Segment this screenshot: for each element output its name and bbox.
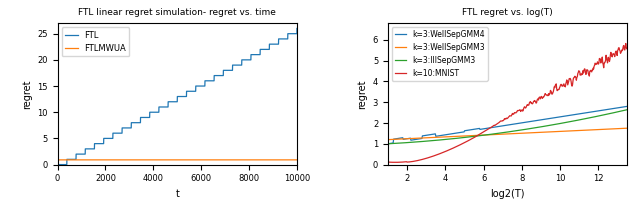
Line: k=3:WellSepGMM4: k=3:WellSepGMM4 xyxy=(388,106,627,144)
k=3:WellSepGMM4 xyxy=(623,105,631,108)
Line: k=3:IllSepGMM3: k=3:IllSepGMM3 xyxy=(388,110,627,144)
k=3:WellSepGMM3 xyxy=(499,133,507,135)
Y-axis label: regret: regret xyxy=(22,79,32,109)
FTLMWUA xyxy=(54,159,61,161)
k=10:MNIST xyxy=(618,49,626,51)
FTLMWUA xyxy=(193,159,201,161)
k=3:IllSepGMM3 xyxy=(499,131,507,134)
Title: FTL linear regret simulation- regret vs. time: FTL linear regret simulation- regret vs.… xyxy=(78,8,276,17)
k=10:MNIST xyxy=(580,68,588,70)
FTL xyxy=(216,74,223,77)
k=3:WellSepGMM3 xyxy=(384,138,392,141)
k=10:MNIST xyxy=(391,161,399,164)
k=3:IllSepGMM3 xyxy=(618,110,625,112)
FTLMWUA xyxy=(293,159,301,161)
Line: FTL: FTL xyxy=(58,28,297,165)
k=3:WellSepGMM3 xyxy=(623,127,631,130)
k=3:WellSepGMM4 xyxy=(513,122,521,125)
k=3:IllSepGMM3 xyxy=(498,132,506,134)
k=3:IllSepGMM3 xyxy=(513,129,521,132)
k=10:MNIST xyxy=(498,120,506,122)
Legend: k=3:WellSepGMM4, k=3:WellSepGMM3, k=3:IllSepGMM3, k=10:MNIST: k=3:WellSepGMM4, k=3:WellSepGMM3, k=3:Il… xyxy=(392,27,488,81)
FTLMWUA xyxy=(54,160,61,162)
k=3:WellSepGMM4 xyxy=(499,124,507,127)
k=10:MNIST xyxy=(384,161,392,163)
k=3:IllSepGMM3 xyxy=(580,118,588,120)
k=3:WellSepGMM3 xyxy=(527,132,534,134)
k=10:MNIST xyxy=(623,46,631,49)
k=3:IllSepGMM3 xyxy=(384,142,392,145)
k=10:MNIST xyxy=(527,102,534,104)
Line: k=3:WellSepGMM3: k=3:WellSepGMM3 xyxy=(388,128,627,140)
k=3:WellSepGMM4 xyxy=(527,120,534,123)
FTL xyxy=(282,38,289,40)
k=3:WellSepGMM4 xyxy=(498,125,506,127)
FTLMWUA xyxy=(219,159,227,161)
k=3:WellSepGMM3 xyxy=(513,132,521,135)
k=3:WellSepGMM4 xyxy=(384,142,392,145)
Y-axis label: regret: regret xyxy=(357,79,367,109)
k=3:WellSepGMM3 xyxy=(618,127,625,130)
FTLMWUA xyxy=(216,159,223,161)
FTLMWUA xyxy=(282,159,289,161)
k=3:WellSepGMM3 xyxy=(498,133,506,135)
Title: FTL regret vs. log(T): FTL regret vs. log(T) xyxy=(462,8,553,17)
FTL xyxy=(100,137,108,140)
X-axis label: t: t xyxy=(175,189,179,199)
k=10:MNIST xyxy=(500,119,508,122)
Line: FTLMWUA: FTLMWUA xyxy=(58,160,297,161)
X-axis label: log2(T): log2(T) xyxy=(490,189,525,199)
FTL xyxy=(78,153,86,155)
FTLMWUA xyxy=(100,159,108,161)
Legend: FTL, FTLMWUA: FTL, FTLMWUA xyxy=(62,27,129,56)
k=10:MNIST xyxy=(622,42,630,45)
k=3:IllSepGMM3 xyxy=(623,108,631,111)
k=3:WellSepGMM3 xyxy=(580,129,588,131)
k=3:WellSepGMM4 xyxy=(580,112,588,114)
Line: k=10:MNIST: k=10:MNIST xyxy=(388,43,627,162)
k=10:MNIST xyxy=(514,109,522,112)
FTLMWUA xyxy=(78,159,86,161)
FTL xyxy=(193,85,201,87)
FTL xyxy=(293,27,301,30)
FTL xyxy=(54,163,61,166)
k=3:IllSepGMM3 xyxy=(527,127,534,130)
FTL xyxy=(219,74,227,77)
k=3:WellSepGMM4 xyxy=(618,106,625,108)
